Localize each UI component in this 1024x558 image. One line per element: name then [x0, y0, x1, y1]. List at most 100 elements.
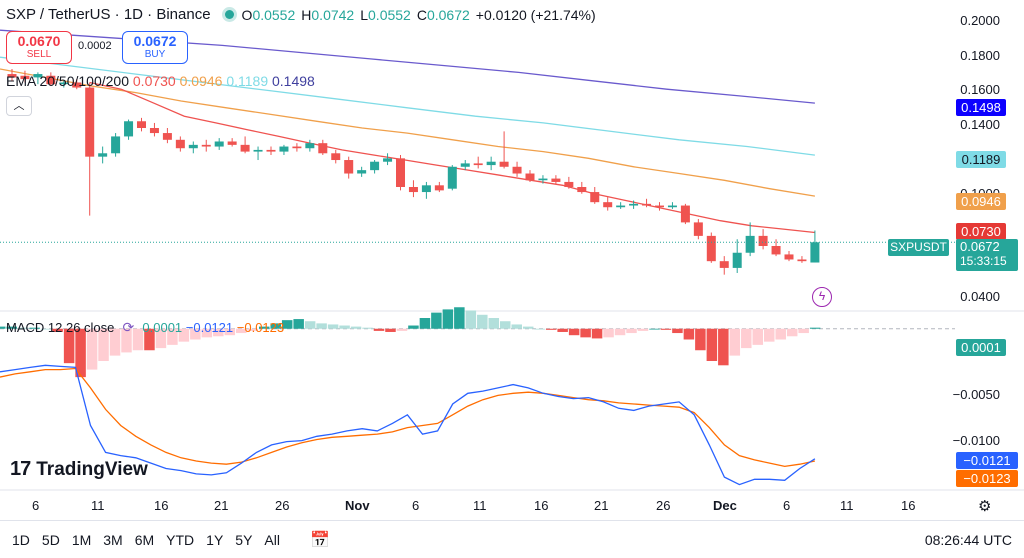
calendar-goto-icon[interactable]: 📅 — [309, 531, 330, 549]
time-tick: 21 — [214, 498, 229, 513]
candle-body — [797, 259, 807, 262]
macd-histogram-bar — [637, 328, 649, 331]
macd-legend[interactable]: MACD 12 26 close ⟳ 0.0001 −0.0121 −0.012… — [6, 319, 284, 335]
candle-body — [732, 252, 742, 268]
bar-countdown: 15:33:15 — [960, 254, 1007, 268]
macd-histogram-bar — [155, 328, 167, 349]
range-button-all[interactable]: All — [264, 531, 280, 548]
macd-histogram-bar — [408, 325, 419, 329]
candle-body — [305, 143, 315, 149]
spread-value: 0.0002 — [78, 40, 112, 52]
sell-button[interactable]: 0.0670 SELL — [6, 31, 72, 64]
candle-body — [214, 141, 224, 147]
candle-body — [344, 160, 354, 174]
macd-histogram-bar — [488, 318, 500, 329]
macd-histogram-bar — [683, 328, 695, 340]
range-button-ytd[interactable]: YTD — [166, 531, 195, 548]
candle-body — [7, 74, 17, 78]
range-button-6m[interactable]: 6M — [134, 531, 155, 548]
macd-histogram-bar — [741, 328, 752, 349]
price-change: +0.0120 (+21.74%) — [475, 6, 596, 23]
range-button-3m[interactable]: 3M — [103, 531, 123, 548]
collapse-legend-button[interactable]: ︿ — [6, 96, 32, 116]
macd-histogram-bar — [695, 328, 706, 351]
time-tick: 6 — [783, 498, 791, 513]
macd-histogram-bar — [0, 326, 6, 329]
range-button-5d[interactable]: 5D — [41, 531, 60, 548]
macd-histogram-bar — [672, 328, 683, 334]
candle-body — [292, 146, 302, 149]
time-tick: 11 — [840, 498, 854, 513]
candle-body — [680, 205, 690, 223]
macd-histogram-bar — [281, 320, 293, 329]
candle-body — [240, 144, 250, 152]
candle-body — [810, 242, 820, 263]
ohlc-close: C0.0672 — [416, 6, 470, 23]
range-button-1d[interactable]: 1D — [12, 531, 30, 548]
range-button-5y[interactable]: 5Y — [235, 531, 253, 548]
macd-histogram-bar — [591, 328, 603, 339]
macd-histogram-bar — [500, 321, 511, 329]
macd-histogram-bar — [511, 324, 522, 329]
utc-clock[interactable]: 08:26:44 UTC — [924, 532, 1012, 548]
macd-histogram-bar — [29, 327, 40, 329]
candle-body — [525, 173, 535, 181]
refresh-icon[interactable]: ⟳ — [122, 319, 135, 335]
candle-body — [538, 178, 548, 181]
candle-body — [266, 149, 276, 152]
symbol-title[interactable]: SXP / TetherUS · 1D · Binance — [6, 6, 211, 23]
candle-body — [98, 153, 108, 157]
time-tick: 16 — [534, 498, 549, 513]
candle-body — [227, 141, 237, 145]
candle-body — [383, 158, 393, 162]
candle-body — [771, 246, 781, 255]
ema100-price-tag: 0.1189 — [956, 151, 1006, 168]
range-button-1y[interactable]: 1Y — [206, 531, 224, 548]
chart-canvas[interactable] — [0, 0, 1024, 520]
candle-body — [655, 205, 664, 208]
candle-body — [460, 163, 470, 167]
candle-body — [72, 82, 82, 88]
candle-body — [175, 139, 185, 149]
macd-histogram-bar — [419, 318, 431, 329]
ema100-value: 0.1189 — [226, 73, 269, 89]
macd-histogram-bar — [718, 328, 729, 366]
macd-histogram-bar — [729, 328, 741, 356]
macd-histogram-bar — [17, 327, 29, 329]
candle-body — [616, 205, 626, 208]
symbol-header: SXP / TetherUS · 1D · Binance O0.0552 H0… — [6, 6, 602, 23]
macd-histogram-bar — [316, 323, 327, 329]
macd-histogram-bar — [752, 328, 764, 345]
candle-body — [512, 166, 522, 174]
ema-legend[interactable]: EMA 20/50/100/200 0.0730 0.0946 0.1189 0… — [6, 73, 315, 89]
ohlc-low: L0.0552 — [360, 6, 411, 23]
buy-button[interactable]: 0.0672 BUY — [122, 31, 188, 64]
ema200-value: 0.1498 — [272, 73, 315, 89]
macd-histogram-bar — [270, 323, 281, 329]
time-tick: 11 — [473, 498, 487, 513]
tradingview-logo[interactable]: 17 TradingView — [10, 458, 148, 480]
candle-body — [59, 82, 69, 85]
ema50-line — [0, 68, 816, 197]
candle-body — [499, 161, 509, 167]
candle-body — [46, 75, 56, 85]
macd-histogram-bar — [63, 328, 75, 364]
range-button-1m[interactable]: 1M — [71, 531, 92, 548]
macd-histogram-bar — [293, 319, 304, 329]
candle-body — [318, 143, 328, 154]
candle-body — [667, 205, 677, 208]
candle-body — [551, 178, 561, 182]
macd-histogram-bar — [167, 328, 178, 345]
chart-settings-icon[interactable]: ⚙ — [978, 498, 992, 515]
candle-body — [149, 128, 159, 134]
macd-histogram-bar — [121, 328, 132, 353]
macd-histogram-bar — [6, 326, 17, 329]
ohlc-open: O0.0552 — [241, 6, 296, 23]
candle-body — [577, 187, 587, 193]
ema50-value: 0.0946 — [179, 73, 223, 89]
lightning-icon[interactable]: ϟ — [812, 287, 832, 307]
tradingview-mark-icon: 17 — [10, 458, 31, 480]
candle-body — [253, 149, 263, 152]
macd-histogram-bar — [626, 328, 637, 334]
last-price-tag: 0.0672 15:33:15 — [956, 239, 1018, 271]
